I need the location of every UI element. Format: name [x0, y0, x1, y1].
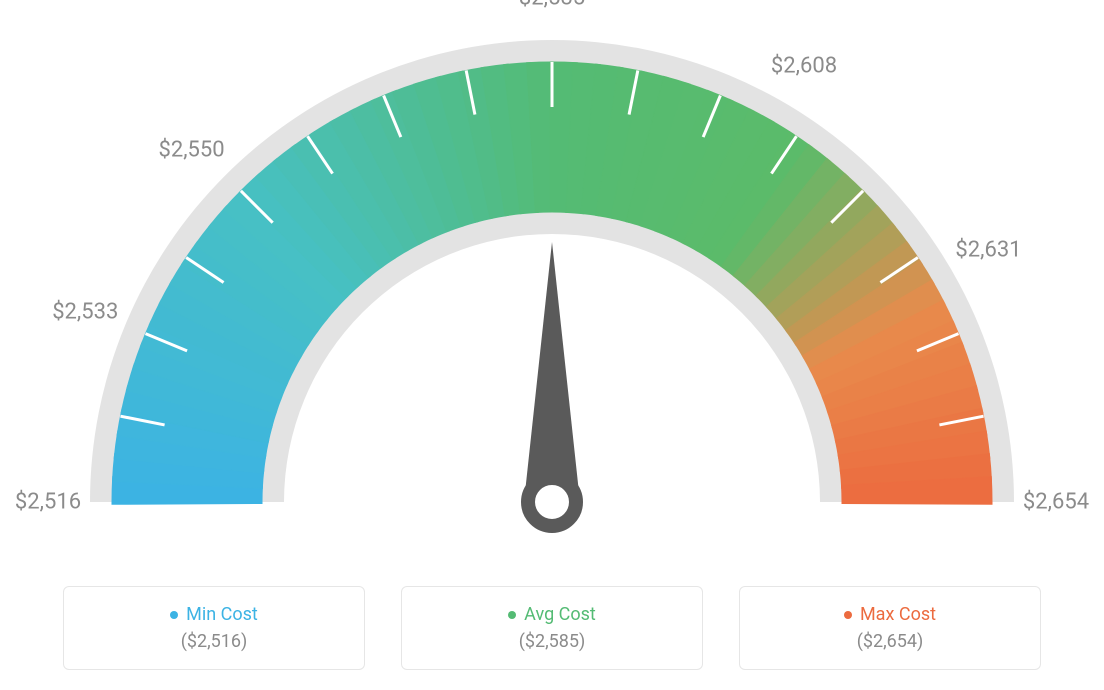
- gauge-needle: [524, 242, 580, 502]
- gauge-label: $2,654: [1023, 490, 1089, 515]
- legend-dot-min: [170, 611, 178, 619]
- gauge-svg: [0, 0, 1104, 560]
- gauge-label: $2,550: [159, 137, 225, 162]
- legend-label-min: Min Cost: [186, 604, 258, 625]
- gauge-area: $2,516 $2,533 $2,550 $2,585 $2,608 $2,631 $2,6…: [0, 0, 1104, 560]
- legend-row: Min Cost ($2,516) Avg Cost ($2,585) Max …: [0, 586, 1104, 670]
- legend-card-avg: Avg Cost ($2,585): [401, 586, 703, 670]
- legend-label-max: Max Cost: [860, 604, 936, 625]
- legend-value-max: ($2,654): [857, 631, 924, 652]
- gauge-label: $2,516: [15, 490, 81, 515]
- legend-value-avg: ($2,585): [519, 631, 586, 652]
- legend-value-min: ($2,516): [181, 631, 248, 652]
- gauge-label: $2,585: [519, 0, 585, 11]
- legend-dot-avg: [508, 611, 516, 619]
- legend-title-max: Max Cost: [844, 604, 936, 625]
- gauge-label: $2,608: [771, 53, 837, 78]
- legend-dot-max: [844, 611, 852, 619]
- gauge-label: $2,533: [52, 299, 118, 324]
- gauge-hub: [528, 478, 576, 526]
- legend-card-max: Max Cost ($2,654): [739, 586, 1041, 670]
- gauge-label: $2,631: [955, 238, 1021, 263]
- gauge-chart-container: $2,516 $2,533 $2,550 $2,585 $2,608 $2,631 $2,6…: [0, 0, 1104, 690]
- legend-label-avg: Avg Cost: [524, 604, 596, 625]
- legend-card-min: Min Cost ($2,516): [63, 586, 365, 670]
- legend-title-avg: Avg Cost: [508, 604, 596, 625]
- legend-title-min: Min Cost: [170, 604, 258, 625]
